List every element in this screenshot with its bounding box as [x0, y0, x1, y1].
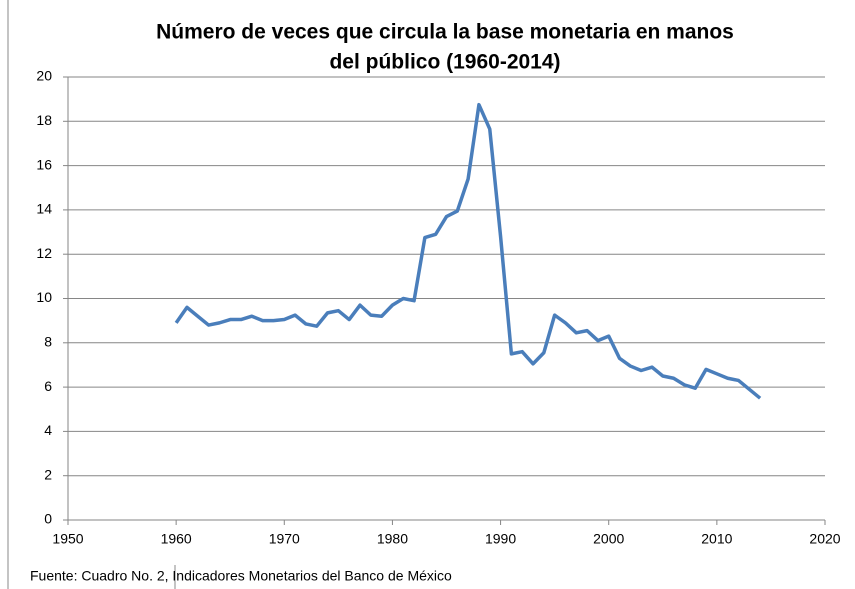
y-tick-label: 12 — [36, 245, 52, 261]
x-tick-label: 1990 — [485, 531, 516, 547]
y-tick-label: 2 — [44, 466, 52, 482]
x-tick-label: 1960 — [161, 531, 192, 547]
y-tick-label: 4 — [44, 422, 52, 438]
x-tick-label: 1980 — [377, 531, 408, 547]
x-tick-label: 1970 — [269, 531, 300, 547]
y-tick-label: 6 — [44, 378, 52, 394]
y-tick-label: 20 — [36, 68, 52, 84]
y-tick-label: 8 — [44, 334, 52, 350]
chart-title: Número de veces que circula la base mone… — [156, 21, 734, 44]
x-tick-label: 2000 — [593, 531, 624, 547]
data-line — [174, 102, 762, 400]
source-note: Fuente: Cuadro No. 2, Indicadores Moneta… — [30, 568, 452, 584]
y-tick-label: 10 — [36, 289, 52, 305]
y-tick-label: 14 — [36, 201, 52, 217]
y-tick-label: 0 — [44, 511, 52, 527]
x-tick-label: 1950 — [52, 531, 83, 547]
chart-title: del público (1960-2014) — [329, 51, 560, 74]
x-tick-label: 2010 — [701, 531, 732, 547]
y-tick-label: 18 — [36, 112, 52, 128]
y-tick-label: 16 — [36, 156, 52, 172]
x-tick-label: 2020 — [809, 531, 840, 547]
